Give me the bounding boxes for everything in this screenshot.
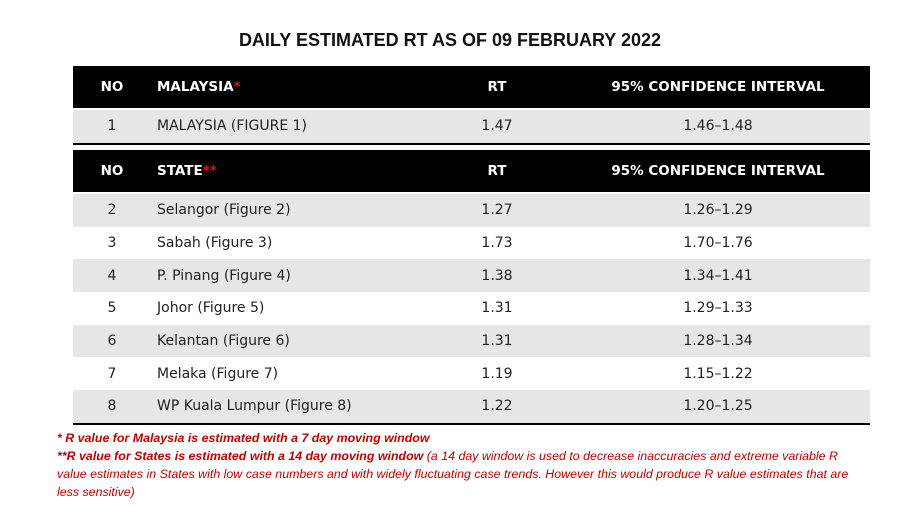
header-text: RT [487,163,507,179]
table-cell: 5 [107,300,117,317]
table-row: 7 Melaka (Figure 7) 1.19 1.15–1.22 [73,357,870,390]
table-cell: Sabah (Figure 3) [157,235,273,252]
table-cell: WP Kuala Lumpur (Figure 8) [157,398,352,415]
table-cell: P. Pinang (Figure 4) [157,267,291,284]
table-cell: 1.38 [481,267,513,284]
table-cell: 1.31 [481,300,513,317]
header-text: 95% CONFIDENCE INTERVAL [611,79,825,95]
table-row: 3 Sabah (Figure 3) 1.73 1.70–1.76 [73,227,870,260]
table-row: 6 Kelantan (Figure 6) 1.31 1.28–1.34 [73,324,870,358]
header-text: STATE [157,163,203,179]
table-cell: 1.22 [481,398,513,415]
table-cell: Melaka (Figure 7) [157,365,279,382]
footnote-emphasis: **R value for States is estimated with a… [57,449,424,463]
table-cell: 1.34–1.41 [683,267,753,284]
header-text: RT [487,79,507,95]
table-cell: 1.20–1.25 [683,398,753,415]
header-cell: NO [73,150,151,192]
footnotes: * R value for Malaysia is estimated with… [57,429,857,501]
header-cell: STATE ** [157,150,217,192]
table-cell: Selangor (Figure 2) [157,202,291,219]
header-text: NO [100,79,124,95]
table-cell: 3 [107,235,117,252]
table-cell: 1.46–1.48 [683,118,753,135]
table-row: 8 WP Kuala Lumpur (Figure 8) 1.22 1.20–1.25 [73,390,870,423]
table-cell: 8 [107,398,117,415]
footnote-text: * R value for Malaysia is estimated with… [57,431,430,445]
table-cell: 4 [107,267,117,284]
table-cell: 1.70–1.76 [683,235,753,252]
table-cell: 1.15–1.22 [683,365,753,382]
table-cell: 1.19 [481,365,513,382]
header-cell: 95% CONFIDENCE INTERVAL [611,66,824,108]
header-cell: MALAYSIA * [157,66,241,108]
table-cell: Johor (Figure 5) [157,300,265,317]
footnote-text: (a 14 day window is used to decrease ina… [57,449,849,499]
table-row: 5 Johor (Figure 5) 1.31 1.29–1.33 [73,292,870,325]
table-row: 4 P. Pinang (Figure 4) 1.38 1.34–1.41 [73,259,870,293]
header-row: NO STATE ** RT 95% CONFIDENCE INTERVAL [73,150,870,192]
table-row: 1 MALAYSIA (FIGURE 1) 1.47 1.46–1.48 [73,110,870,143]
table-cell: MALAYSIA (FIGURE 1) [157,118,307,135]
table-cell: 6 [107,333,117,350]
table-cell: 1 [107,118,117,135]
table-cell: Kelantan (Figure 6) [157,333,290,350]
state-table: NO STATE ** RT 95% CONFIDENCE INTERVAL 2 Selan… [73,150,870,425]
header-cell: NO [73,66,151,108]
table-cell: 1.31 [481,333,513,350]
footnote: **R value for States is estimated with a… [57,447,857,501]
table-cell: 1.29–1.33 [683,300,753,317]
header-row: NO MALAYSIA * RT 95% CONFIDENCE INTERVAL [73,66,870,108]
header-marker: * [233,79,241,95]
page-title: DAILY ESTIMATED RT AS OF 09 FEBRUARY 202… [238,30,662,50]
header-text: NO [100,163,124,179]
table-row: 2 Selangor (Figure 2) 1.27 1.26–1.29 [73,194,870,227]
header-text: 95% CONFIDENCE INTERVAL [611,163,825,179]
header-marker: ** [202,163,217,179]
table-cell: 7 [107,365,117,382]
header-cell: RT [447,66,547,108]
table-cell: 1.47 [481,118,513,135]
table-cell: 1.73 [481,235,513,252]
table-cell: 1.26–1.29 [683,202,753,219]
table-cell: 1.27 [481,202,513,219]
header-cell: RT [447,150,547,192]
header-text: MALAYSIA [157,79,234,95]
table-cell: 2 [107,202,117,219]
footnote: * R value for Malaysia is estimated with… [57,429,857,447]
table-cell: 1.28–1.34 [683,333,753,350]
national-table: NO MALAYSIA * RT 95% CONFIDENCE INTERVAL 1 MAL… [73,66,870,145]
header-cell: 95% CONFIDENCE INTERVAL [611,150,824,192]
